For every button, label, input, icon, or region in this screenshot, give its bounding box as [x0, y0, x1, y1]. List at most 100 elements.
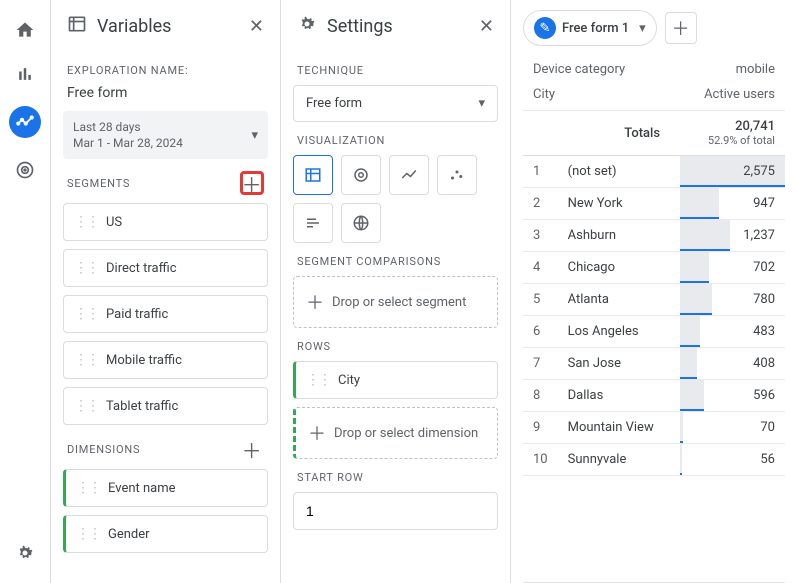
row-value-cell: 408 [680, 348, 785, 380]
viz-line-icon[interactable] [389, 155, 429, 195]
row-index: 3 [523, 220, 558, 252]
row-value-cell: 2,575 [680, 156, 785, 188]
segment-chip[interactable]: ⋮⋮US [63, 203, 268, 241]
totals-pct: 52.9% of total [690, 134, 775, 147]
grip-icon: ⋮⋮ [76, 480, 100, 496]
start-row-input[interactable] [293, 492, 498, 530]
row-city: New York [558, 188, 680, 220]
row-city: Atlanta [558, 284, 680, 316]
segment-chip[interactable]: ⋮⋮Paid traffic [63, 295, 268, 333]
row-index: 9 [523, 412, 558, 444]
date-range: Mar 1 - Mar 28, 2024 [73, 135, 183, 151]
row-value-cell: 1,237 [680, 220, 785, 252]
table-row[interactable]: 5Atlanta780 [523, 284, 785, 316]
close-icon[interactable]: ✕ [249, 16, 264, 37]
add-segment-button[interactable]: ＋ [240, 171, 264, 195]
settings-title: Settings [327, 16, 469, 37]
left-nav-rail [0, 0, 50, 583]
viz-table-icon[interactable] [293, 155, 333, 195]
row-index: 7 [523, 348, 558, 380]
tab-name: Free form 1 [562, 21, 629, 36]
viz-scatter-icon[interactable] [437, 155, 477, 195]
row-city: Los Angeles [558, 316, 680, 348]
table-row[interactable]: 6Los Angeles483 [523, 316, 785, 348]
viz-donut-icon[interactable] [341, 155, 381, 195]
grip-icon: ⋮⋮ [74, 398, 98, 414]
variables-title: Variables [97, 16, 239, 37]
row-city: (not set) [558, 156, 680, 188]
report-tab[interactable]: ✎ Free form 1 ▾ [523, 10, 657, 46]
close-icon[interactable]: ✕ [479, 16, 494, 37]
row-index: 6 [523, 316, 558, 348]
rows-drop-zone[interactable]: ＋ Drop or select dimension [293, 407, 498, 459]
row-city: Sunnyvale [558, 444, 680, 476]
segment-chip[interactable]: ⋮⋮Mobile traffic [63, 341, 268, 379]
table-row[interactable]: 9Mountain View70 [523, 412, 785, 444]
advertising-icon[interactable] [13, 158, 37, 182]
rows-label: ROWS [297, 340, 494, 353]
plus-icon: ＋ [306, 289, 324, 315]
table-row[interactable]: 8Dallas596 [523, 380, 785, 412]
row-city: Ashburn [558, 220, 680, 252]
settings-panel: Settings ✕ TECHNIQUE Free form ▾ VISUALI… [280, 0, 510, 583]
segment-chip[interactable]: ⋮⋮Direct traffic [63, 249, 268, 287]
variables-icon [67, 14, 87, 38]
date-preset: Last 28 days [73, 119, 183, 135]
dimension-chip[interactable]: ⋮⋮ Gender [63, 515, 268, 553]
plus-icon: ＋ [308, 420, 326, 446]
table-row[interactable]: 4Chicago702 [523, 252, 785, 284]
row-index: 1 [523, 156, 558, 188]
technique-select[interactable]: Free form ▾ [293, 85, 498, 122]
row-value-cell: 56 [680, 444, 785, 476]
table-row[interactable]: 7San Jose408 [523, 348, 785, 380]
date-range-picker[interactable]: Last 28 days Mar 1 - Mar 28, 2024 ▾ [63, 111, 268, 159]
exploration-name[interactable]: Free form [67, 85, 264, 101]
viz-geo-icon[interactable] [341, 203, 381, 243]
dimension-chip[interactable]: ⋮⋮Event name [63, 469, 268, 507]
row-value-cell: 780 [680, 284, 785, 316]
reports-icon[interactable] [13, 62, 37, 86]
segment-label: Tablet traffic [106, 399, 178, 414]
technique-label: TECHNIQUE [297, 64, 494, 77]
row-index: 5 [523, 284, 558, 316]
add-dimension-button[interactable]: ＋ [240, 437, 264, 461]
settings-gear-icon [297, 14, 317, 38]
segment-label: Paid traffic [106, 307, 168, 322]
home-icon[interactable] [13, 18, 37, 42]
visualization-label: VISUALIZATION [297, 134, 494, 147]
row-chip-label: City [338, 373, 360, 388]
grip-icon: ⋮⋮ [76, 526, 100, 542]
table-row[interactable]: 3Ashburn1,237 [523, 220, 785, 252]
variables-panel: Variables ✕ EXPLORATION NAME: Free form … [50, 0, 280, 583]
row-chip-city[interactable]: ⋮⋮ City [293, 361, 498, 399]
table-row[interactable]: 2New York947 [523, 188, 785, 220]
device-category-header: Device category [523, 54, 680, 79]
table-row[interactable]: 10Sunnyvale56 [523, 444, 785, 476]
dimensions-label: DIMENSIONS [67, 443, 140, 456]
segment-drop-zone[interactable]: ＋ Drop or select segment [293, 276, 498, 328]
table-row[interactable]: 1(not set)2,575 [523, 156, 785, 188]
viz-bar-icon[interactable] [293, 203, 333, 243]
row-index: 4 [523, 252, 558, 284]
metric-header: Active users [680, 79, 785, 111]
row-city: San Jose [558, 348, 680, 380]
row-index: 2 [523, 188, 558, 220]
dimension-label: Gender [108, 527, 150, 542]
row-value-cell: 70 [680, 412, 785, 444]
start-row-label: START ROW [297, 471, 494, 484]
row-city: Dallas [558, 380, 680, 412]
segment-chip[interactable]: ⋮⋮ Tablet traffic [63, 387, 268, 425]
grip-icon: ⋮⋮ [306, 372, 330, 388]
row-city: Mountain View [558, 412, 680, 444]
row-index: 8 [523, 380, 558, 412]
add-tab-button[interactable]: ＋ [665, 12, 697, 44]
row-index: 10 [523, 444, 558, 476]
caret-down-icon: ▾ [478, 96, 485, 111]
segment-label: Direct traffic [106, 261, 177, 276]
rows-drop-text: Drop or select dimension [334, 426, 478, 441]
technique-value: Free form [306, 96, 362, 111]
column-group-header: mobile [680, 54, 785, 79]
report-panel: ✎ Free form 1 ▾ ＋ Device category mobile… [510, 0, 797, 583]
admin-gear-icon[interactable] [13, 541, 37, 565]
explore-icon[interactable] [9, 106, 41, 138]
